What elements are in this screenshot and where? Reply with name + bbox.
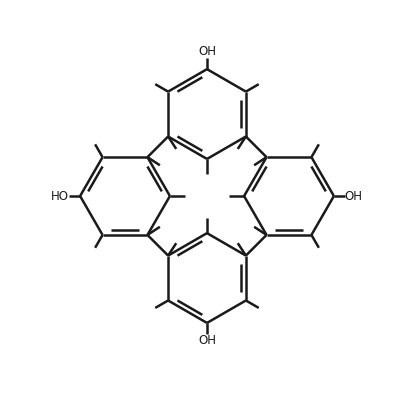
Text: OH: OH xyxy=(197,45,216,58)
Text: HO: HO xyxy=(51,190,69,202)
Text: OH: OH xyxy=(197,334,216,347)
Text: OH: OH xyxy=(344,190,362,202)
